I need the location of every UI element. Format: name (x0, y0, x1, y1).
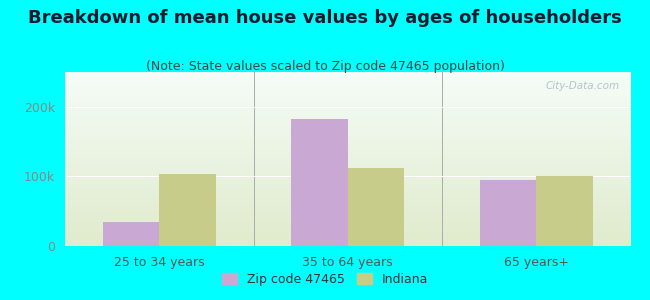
Legend: Zip code 47465, Indiana: Zip code 47465, Indiana (216, 268, 434, 291)
Bar (536, 176, 593, 246)
Bar (103, 222, 159, 246)
Bar (348, 168, 404, 246)
Text: Breakdown of mean house values by ages of householders: Breakdown of mean house values by ages o… (28, 9, 622, 27)
Bar (480, 180, 536, 246)
Bar (291, 119, 348, 246)
Text: (Note: State values scaled to Zip code 47465 population): (Note: State values scaled to Zip code 4… (146, 60, 504, 73)
Bar (159, 174, 216, 246)
Text: City-Data.com: City-Data.com (545, 81, 619, 91)
